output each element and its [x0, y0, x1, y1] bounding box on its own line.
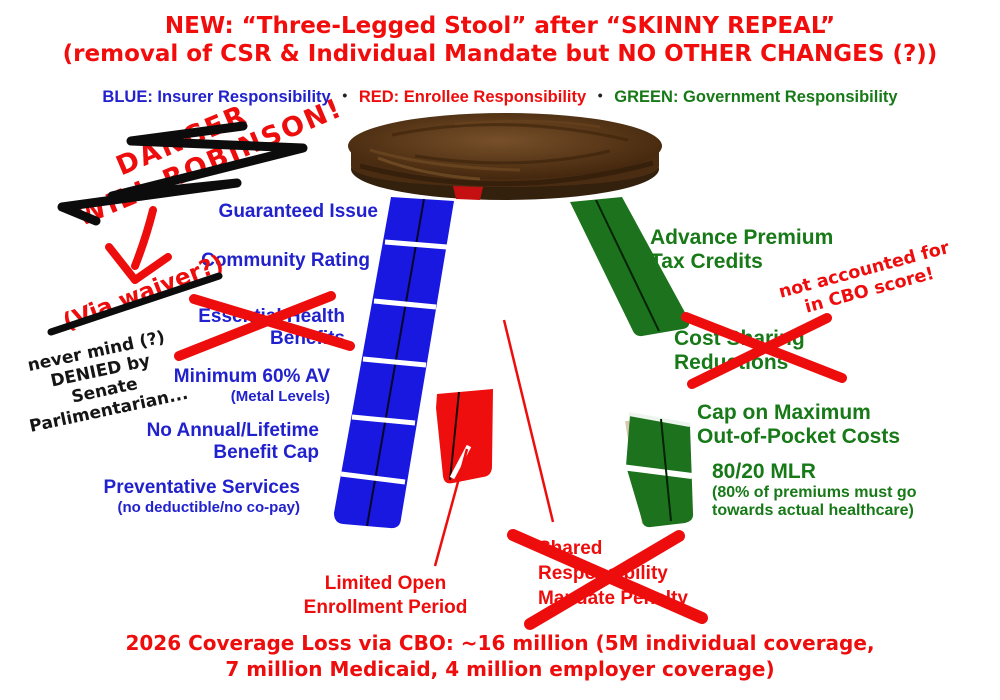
legend-green: GREEN: Government Responsibility — [614, 88, 898, 106]
label-minimum-av: Minimum 60% AV (Metal Levels) — [173, 366, 330, 405]
page-title: NEW: “Three-Legged Stool” after “SKINNY … — [0, 12, 1000, 68]
legend-separator-2: • — [597, 87, 603, 103]
legend-red: RED: Enrollee Responsibility — [358, 88, 587, 106]
legend-blue: BLUE: Insurer Responsibility — [102, 88, 331, 106]
title-line-1: NEW: “Three-Legged Stool” after “SKINNY … — [164, 13, 836, 39]
label-cost-sharing-reductions: Cost Sharing Reductions — [674, 327, 805, 374]
label-guaranteed-issue: Guaranteed Issue — [218, 201, 378, 222]
green-leg-fragment — [620, 412, 694, 528]
label-limited-open-enrollment: Limited Open Enrollment Period — [303, 573, 468, 618]
label-essential-health-benefits: Essential Health Benefits — [198, 306, 345, 349]
label-cap-out-of-pocket: Cap on Maximum Out-of-Pocket Costs — [697, 401, 901, 448]
blue-leg — [334, 197, 454, 529]
label-preventative-services: Preventative Services (no deductible/no … — [103, 477, 300, 516]
color-legend: BLUE: Insurer Responsibility • RED: Enro… — [0, 87, 1000, 107]
label-advance-premium-tax-credits: Advance Premium Tax Credits — [650, 226, 834, 273]
stool-seat — [348, 113, 662, 200]
red-leg-fragment — [436, 389, 493, 484]
legend-separator-1: • — [342, 87, 348, 103]
red-leg-remnant — [453, 186, 483, 200]
label-shared-responsibility-mandate: Shared Responsibility Mandate Penalty — [538, 538, 688, 609]
label-mlr: 80/20 MLR (80% of premiums must go towar… — [712, 460, 917, 519]
green-leg — [570, 197, 690, 337]
label-community-rating: Community Rating — [201, 250, 370, 271]
label-no-annual-lifetime-cap: No Annual/Lifetime Benefit Cap — [146, 420, 319, 463]
coverage-loss-footnote: 2026 Coverage Loss via CBO: ~16 million … — [125, 631, 875, 681]
title-line-2: (removal of CSR & Individual Mandate but… — [62, 41, 938, 67]
